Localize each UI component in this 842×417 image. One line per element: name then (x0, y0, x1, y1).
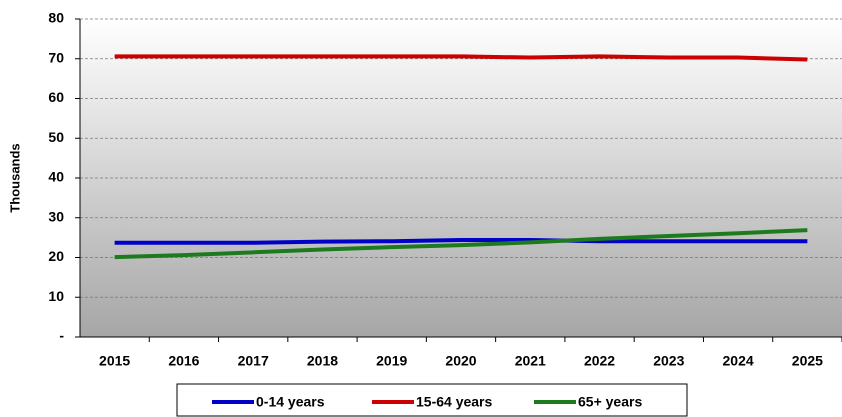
legend-label: 15-64 years (416, 394, 493, 410)
series-line (114, 238, 808, 245)
y-tick-label: 60 (48, 89, 64, 105)
legend-label: 0-14 years (256, 394, 325, 410)
y-tick-label: 20 (48, 248, 64, 264)
x-tick-label: 2024 (723, 353, 754, 369)
y-axis-label: Thousands (7, 143, 22, 212)
y-tick-label: 70 (48, 49, 64, 65)
x-tick-label: 2023 (653, 353, 684, 369)
x-tick-label: 2018 (307, 353, 338, 369)
y-tick-label: - (59, 328, 64, 344)
x-tick-label: 2015 (99, 353, 130, 369)
y-tick-label: 40 (48, 169, 64, 185)
y-tick-label: 80 (48, 10, 64, 26)
x-tick-label: 2022 (584, 353, 615, 369)
x-tick-label: 2021 (515, 353, 546, 369)
x-tick-label: 2025 (792, 353, 823, 369)
legend (176, 383, 688, 417)
x-tick-label: 2016 (168, 353, 199, 369)
series-line (114, 228, 808, 260)
legend-label: 65+ years (578, 394, 642, 410)
series-line (114, 54, 808, 62)
y-tick-label: 10 (48, 288, 64, 304)
y-tick-label: 50 (48, 129, 64, 145)
x-tick-label: 2017 (238, 353, 269, 369)
x-tick-label: 2019 (376, 353, 407, 369)
y-tick-label: 30 (48, 208, 64, 224)
x-tick-label: 2020 (445, 353, 476, 369)
